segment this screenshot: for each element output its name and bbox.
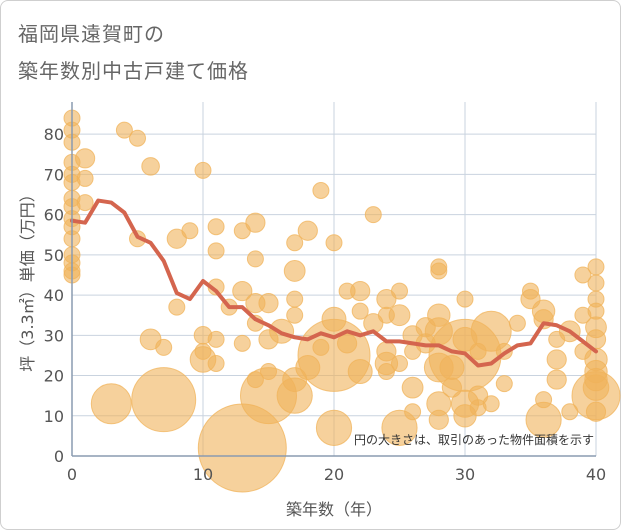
x-tick-label: 0 xyxy=(67,465,77,484)
data-point-bubble xyxy=(139,328,162,351)
data-point-bubble xyxy=(391,354,408,372)
data-point-bubble xyxy=(430,262,448,280)
data-point-bubble xyxy=(141,157,160,176)
data-point-bubble xyxy=(207,330,225,348)
bubble-size-note: 円の大きさは、取引のあった物件面積を示す xyxy=(354,432,594,447)
tick-labels: 0 10 20 30 40 50 60 70 80 0 10 20 30 40 xyxy=(44,125,607,484)
x-axis-label: 築年数（年） xyxy=(286,500,382,519)
data-point-bubble xyxy=(587,274,605,292)
data-point-bubble xyxy=(76,169,94,187)
data-point-bubble xyxy=(377,363,395,381)
y-axis-label: 坪（3.3㎡）単価（万円） xyxy=(18,186,37,371)
chart-title-line1: 福岡県遠賀町の xyxy=(18,22,165,46)
data-point-bubble xyxy=(546,369,567,390)
x-tick-label: 40 xyxy=(586,465,606,484)
x-tick-label: 20 xyxy=(324,465,344,484)
data-point-bubble xyxy=(391,282,408,300)
data-point-bubble xyxy=(350,280,371,302)
data-point-bubble xyxy=(401,376,424,399)
data-point-bubble xyxy=(312,182,330,199)
data-point-bubble xyxy=(388,304,411,327)
data-point-bubble xyxy=(315,409,353,446)
y-tick-label: 70 xyxy=(44,165,64,184)
data-point-bubble xyxy=(508,314,526,332)
data-point-bubble xyxy=(404,403,422,421)
data-point-bubble xyxy=(283,260,306,282)
data-point-bubble xyxy=(587,258,605,276)
data-point-bubble xyxy=(129,129,146,147)
data-point-bubble xyxy=(364,206,382,224)
data-point-bubble xyxy=(166,228,187,249)
data-point-bubble xyxy=(207,242,225,260)
data-point-bubble xyxy=(233,334,251,352)
y-tick-label: 20 xyxy=(44,367,64,386)
y-tick-label: 30 xyxy=(44,326,64,345)
data-point-bubble xyxy=(482,395,500,413)
data-point-bubble xyxy=(75,148,96,169)
data-point-bubble xyxy=(131,367,197,433)
average-line-series xyxy=(70,198,598,368)
data-point-bubble xyxy=(585,401,607,422)
data-point-bubble xyxy=(258,293,279,314)
y-tick-label: 80 xyxy=(44,125,64,144)
data-point-bubble xyxy=(181,222,199,240)
data-point-bubble xyxy=(286,290,304,308)
data-point-bubble xyxy=(286,234,304,252)
data-point-bubble xyxy=(574,266,592,284)
data-point-bubble xyxy=(470,310,512,352)
data-point-bubble xyxy=(207,218,225,236)
data-point-bubble xyxy=(546,349,567,370)
data-point-bubble xyxy=(168,298,186,316)
y-tick-label: 60 xyxy=(44,206,64,225)
data-point-bubble xyxy=(297,220,318,241)
x-tick-label: 30 xyxy=(455,465,475,484)
data-point-bubble xyxy=(207,354,225,372)
x-tick-label: 10 xyxy=(193,465,213,484)
axes xyxy=(71,102,596,457)
data-point-bubble xyxy=(245,212,266,233)
data-point-bubble xyxy=(194,161,212,179)
data-point-bubble xyxy=(351,302,369,320)
data-point-bubble xyxy=(90,383,132,425)
data-point-bubble xyxy=(232,280,253,302)
data-point-bubble xyxy=(428,409,449,430)
y-tick-label: 50 xyxy=(44,246,64,265)
data-point-bubble xyxy=(337,333,358,354)
data-point-bubble xyxy=(347,359,373,385)
y-tick-label: 40 xyxy=(44,286,64,305)
data-point-bubble xyxy=(76,194,94,212)
data-point-bubble xyxy=(115,121,133,139)
data-point-bubble xyxy=(525,401,562,438)
data-point-bubble xyxy=(246,250,264,268)
chart-title-line2: 築年数別中古戸建て価格 xyxy=(18,59,249,83)
data-point-bubble xyxy=(495,375,513,393)
data-point-bubble xyxy=(276,377,313,414)
y-tick-label: 0 xyxy=(54,447,64,466)
data-point-bubble xyxy=(325,234,343,252)
y-tick-label: 10 xyxy=(44,407,64,426)
data-point-bubble xyxy=(456,290,474,308)
data-point-bubble xyxy=(286,306,304,324)
average-price-line xyxy=(70,198,598,368)
